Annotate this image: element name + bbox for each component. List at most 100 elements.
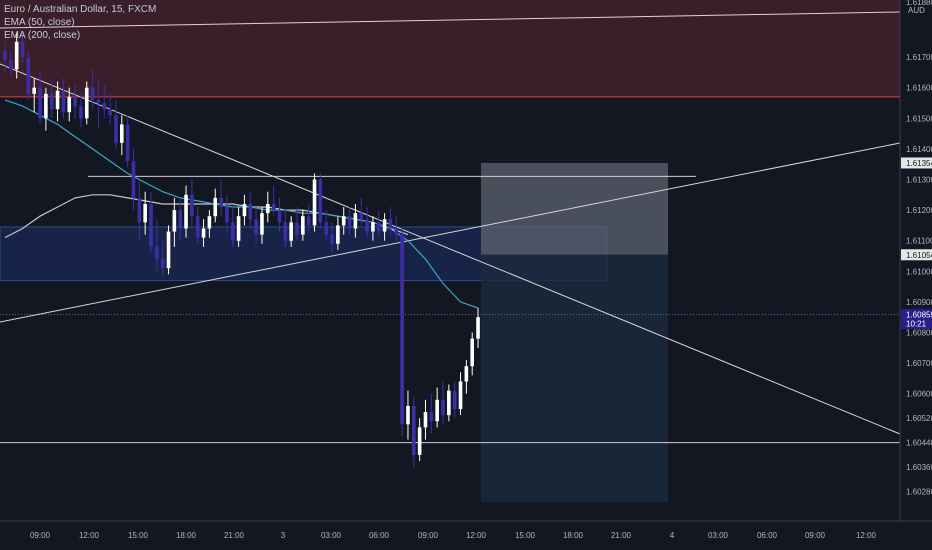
candle[interactable] — [301, 216, 305, 235]
candle[interactable] — [365, 219, 369, 232]
candle[interactable] — [429, 412, 434, 422]
candle[interactable] — [207, 216, 212, 229]
candle[interactable] — [166, 231, 171, 269]
candle[interactable] — [412, 405, 416, 455]
candle[interactable] — [55, 90, 60, 110]
candle[interactable] — [184, 194, 188, 229]
price-tick-label: 1.60800 — [906, 329, 932, 338]
candle[interactable] — [417, 427, 422, 455]
candle[interactable] — [435, 399, 439, 422]
candle[interactable] — [96, 99, 101, 103]
trend-line-descending[interactable] — [0, 63, 901, 435]
candle[interactable] — [20, 41, 25, 58]
candle[interactable] — [271, 203, 276, 211]
chart-legend: Euro / Australian Dollar, 15, FXCM EMA (… — [4, 3, 156, 42]
position-stop-box[interactable] — [481, 254, 668, 502]
candle[interactable] — [242, 203, 247, 217]
candle[interactable] — [359, 213, 364, 220]
price-axis[interactable] — [900, 0, 932, 550]
candle[interactable] — [248, 203, 253, 220]
candle[interactable] — [330, 234, 334, 244]
candle[interactable] — [84, 87, 89, 119]
candle[interactable] — [476, 317, 480, 339]
candle[interactable] — [289, 222, 293, 241]
candle[interactable] — [195, 216, 200, 238]
candle[interactable] — [347, 216, 352, 229]
candle[interactable] — [149, 203, 153, 247]
candle[interactable] — [90, 87, 95, 100]
candle[interactable] — [9, 60, 13, 70]
candle[interactable] — [14, 41, 19, 70]
level-price-badge[interactable] — [901, 157, 932, 169]
candle[interactable] — [114, 115, 118, 143]
candle[interactable] — [108, 109, 112, 116]
candle[interactable] — [260, 213, 264, 235]
candle[interactable] — [38, 87, 42, 119]
price-tick-label: 1.61100 — [906, 237, 932, 246]
candle[interactable] — [388, 219, 393, 229]
candle[interactable] — [225, 207, 229, 223]
candle[interactable] — [295, 222, 299, 235]
candle[interactable] — [61, 90, 66, 113]
candle[interactable] — [400, 234, 404, 425]
candle[interactable] — [283, 222, 288, 241]
candle[interactable] — [230, 222, 235, 241]
candle[interactable] — [125, 124, 130, 162]
candle[interactable] — [213, 197, 218, 217]
candle[interactable] — [178, 210, 182, 229]
candle[interactable] — [3, 50, 7, 61]
candle[interactable] — [254, 219, 258, 235]
candle[interactable] — [236, 216, 241, 241]
ema-50-label[interactable]: EMA (50, close) — [4, 17, 75, 28]
candle[interactable] — [137, 197, 142, 223]
trend-line-ascending[interactable] — [0, 142, 901, 323]
candle[interactable] — [120, 124, 124, 143]
candle[interactable] — [406, 405, 410, 425]
candle[interactable] — [371, 222, 375, 232]
candle[interactable] — [266, 203, 270, 214]
candle[interactable] — [32, 87, 36, 94]
candle[interactable] — [470, 338, 474, 367]
candle[interactable] — [394, 228, 399, 235]
candle[interactable] — [26, 57, 31, 94]
candle[interactable] — [318, 179, 323, 223]
trend-line-top[interactable] — [0, 11, 901, 29]
candle[interactable] — [376, 222, 381, 232]
candle[interactable] — [102, 102, 107, 110]
candle[interactable] — [341, 216, 346, 226]
candle[interactable] — [201, 228, 206, 238]
candle[interactable] — [312, 179, 317, 226]
candle[interactable] — [172, 210, 177, 232]
level-price-badge[interactable] — [901, 249, 932, 261]
candle[interactable] — [423, 412, 428, 428]
candle[interactable] — [155, 246, 159, 260]
ema-200-label[interactable]: EMA (200, close) — [4, 30, 81, 41]
candle[interactable] — [160, 259, 165, 269]
candle[interactable] — [49, 93, 54, 110]
candle[interactable] — [67, 96, 72, 113]
candle[interactable] — [219, 197, 223, 208]
candle[interactable] — [131, 161, 136, 198]
candle[interactable] — [44, 93, 48, 119]
candle[interactable] — [441, 399, 445, 416]
candle[interactable] — [382, 219, 387, 232]
candle[interactable] — [452, 390, 457, 410]
candle[interactable] — [277, 210, 282, 223]
candle[interactable] — [324, 222, 328, 235]
candle[interactable] — [143, 203, 147, 223]
current-price-badge[interactable] — [901, 308, 932, 329]
candle[interactable] — [73, 96, 77, 107]
candle[interactable] — [447, 390, 451, 416]
candle[interactable] — [353, 213, 358, 229]
candle[interactable] — [306, 216, 311, 226]
candle[interactable] — [458, 381, 463, 410]
candle[interactable] — [79, 106, 83, 119]
candle[interactable] — [464, 366, 469, 382]
ema-50-line[interactable] — [4, 99, 479, 309]
candle[interactable] — [190, 194, 194, 217]
resistance-zone[interactable] — [0, 0, 900, 97]
position-target-box[interactable] — [481, 162, 668, 255]
candle[interactable] — [336, 225, 340, 244]
